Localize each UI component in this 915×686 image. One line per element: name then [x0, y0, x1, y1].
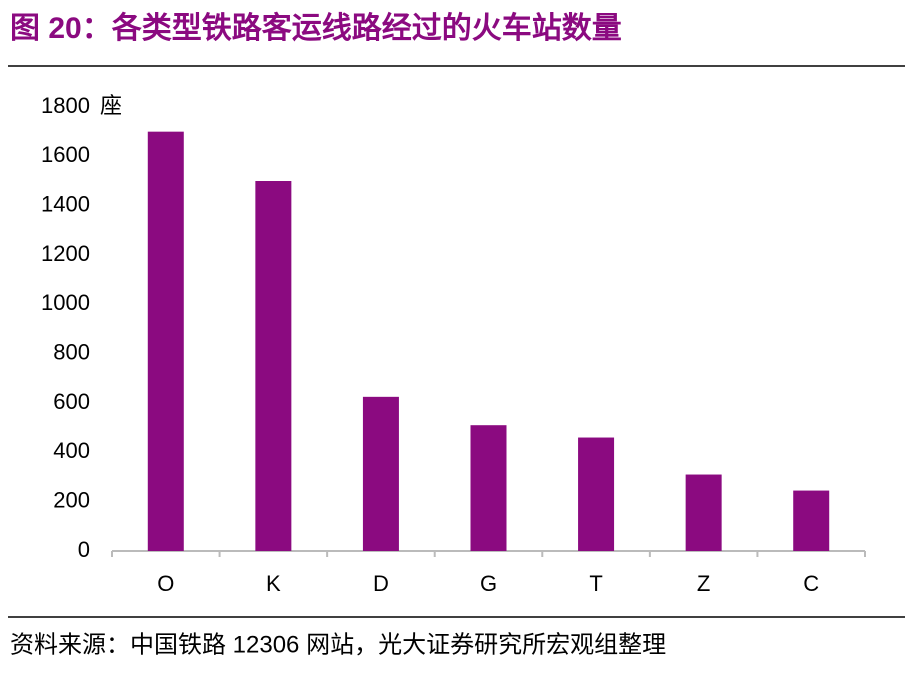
x-tick-label: G [480, 571, 497, 596]
bar [685, 474, 722, 551]
y-tick-label: 0 [78, 537, 90, 562]
bar [793, 490, 830, 551]
x-tick-label: O [157, 571, 174, 596]
x-tick-label: T [589, 571, 602, 596]
chart-title: 图 20：各类型铁路客运线路经过的火车站数量 [10, 11, 622, 45]
y-tick-label: 1600 [41, 142, 90, 167]
bar [578, 437, 615, 551]
y-tick-label: 800 [53, 339, 90, 364]
x-tick-label: K [266, 571, 281, 596]
y-tick-label: 1000 [41, 290, 90, 315]
bar [255, 181, 292, 551]
y-tick-label: 400 [53, 438, 90, 463]
x-tick-label: D [373, 571, 389, 596]
x-tick-label: C [803, 571, 819, 596]
source-note: 资料来源：中国铁路 12306 网站，光大证券研究所宏观组整理 [10, 631, 666, 658]
y-tick-label: 600 [53, 389, 90, 414]
y-tick-label: 1400 [41, 191, 90, 216]
y-tick-label: 1800 [41, 93, 90, 118]
y-unit-label: 座 [100, 93, 122, 118]
y-tick-label: 1200 [41, 241, 90, 266]
y-tick-label: 200 [53, 487, 90, 512]
x-tick-label: Z [697, 571, 710, 596]
bar [470, 425, 507, 551]
bar [147, 131, 184, 551]
bar [362, 396, 399, 551]
